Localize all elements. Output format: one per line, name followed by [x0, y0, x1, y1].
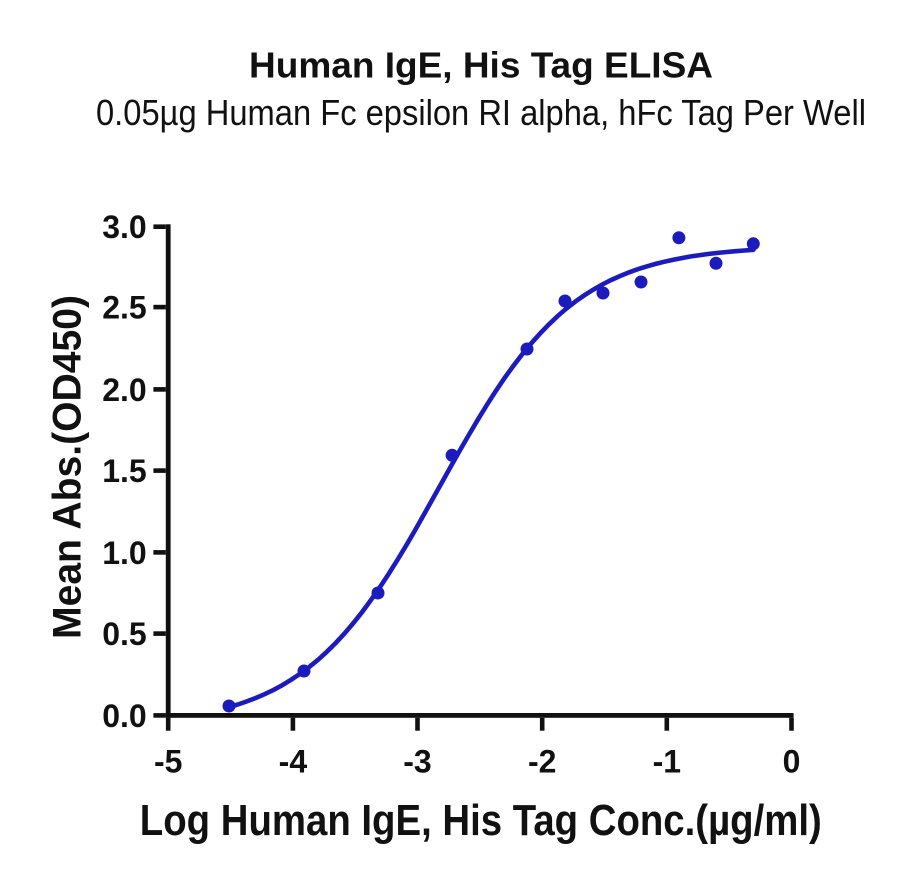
svg-text:Mean Abs.(OD450): Mean Abs.(OD450) — [46, 295, 90, 639]
svg-text:1.5: 1.5 — [102, 453, 146, 489]
svg-text:-4: -4 — [279, 744, 308, 780]
svg-text:1.0: 1.0 — [102, 535, 146, 571]
svg-text:0.05µg Human Fc epsilon RI alp: 0.05µg Human Fc epsilon RI alpha, hFc Ta… — [96, 92, 866, 133]
svg-text:-3: -3 — [403, 744, 431, 780]
svg-text:2.5: 2.5 — [102, 290, 146, 326]
svg-text:Human IgE, His Tag ELISA: Human IgE, His Tag ELISA — [249, 44, 713, 85]
svg-text:Log Human IgE, His Tag Conc.(µ: Log Human IgE, His Tag Conc.(µg/ml) — [140, 796, 822, 845]
svg-text:0.0: 0.0 — [102, 698, 146, 734]
svg-text:0.5: 0.5 — [102, 616, 146, 652]
svg-text:-1: -1 — [653, 744, 681, 780]
svg-text:-2: -2 — [528, 744, 556, 780]
svg-text:2.0: 2.0 — [102, 372, 146, 408]
svg-text:0: 0 — [783, 744, 801, 780]
svg-text:3.0: 3.0 — [102, 209, 146, 245]
svg-text:-5: -5 — [154, 744, 182, 780]
